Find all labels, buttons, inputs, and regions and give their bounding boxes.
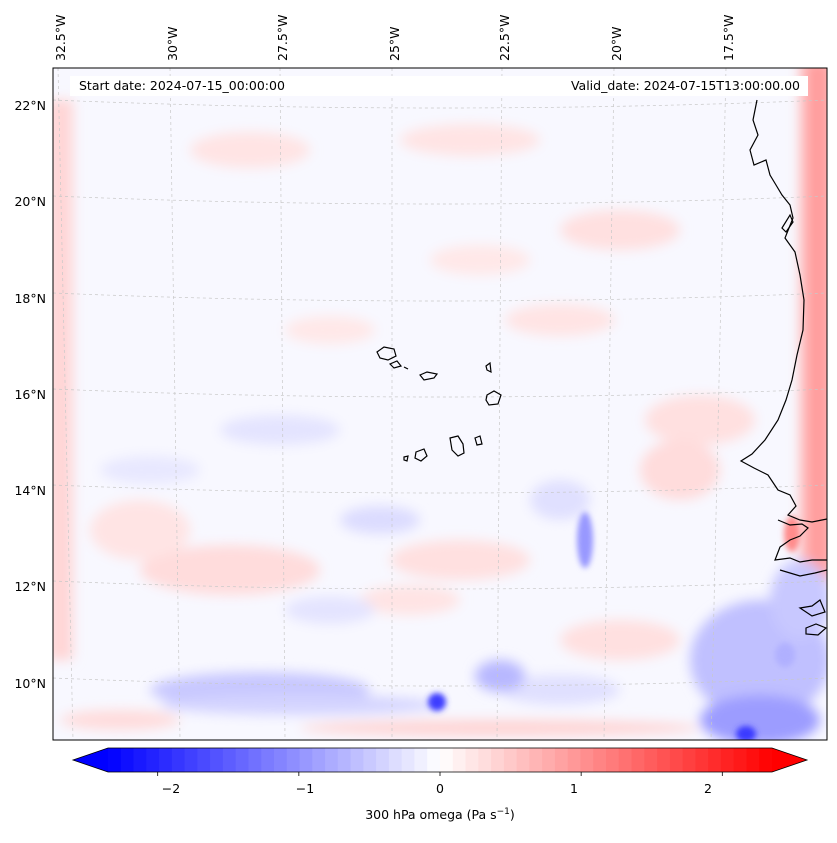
colorbar-tick-label: −1 (295, 781, 315, 796)
colorbar-outline (71, 747, 809, 773)
map-frame (52, 67, 828, 741)
longitude-label: 27.5°W (275, 14, 290, 61)
colorbar-cell (516, 748, 530, 772)
longitude-label: 32.5°W (53, 14, 68, 61)
colorbar-cell (184, 748, 198, 772)
valid-date-label: Valid_date: 2024-07-15T13:00:00.00 (570, 78, 800, 93)
colorbar-cell (593, 748, 607, 772)
latitude-label: 10°N (14, 676, 46, 691)
colorbar-cell (567, 748, 582, 772)
colorbar-cell (708, 748, 722, 772)
omega-field (53, 68, 827, 740)
colorbar-cell (682, 748, 696, 772)
colorbar-cell (695, 748, 709, 772)
colorbar-cell (299, 748, 313, 772)
latitude-gridline (53, 388, 827, 398)
colorbar-cell (440, 748, 454, 772)
colorbar-cell (350, 748, 364, 772)
longitude-label: 30°W (165, 26, 180, 61)
colorbar-cell (274, 748, 288, 772)
colorbar-cell (465, 748, 479, 772)
colorbar-cell (503, 748, 518, 772)
latitude-label: 14°N (14, 483, 46, 498)
colorbar-cell (657, 748, 671, 772)
graticule (53, 68, 827, 740)
longitude-gridline (710, 68, 727, 740)
colorbar-cell (133, 748, 147, 772)
colorbar-cell (644, 748, 658, 772)
colorbar-cell (746, 748, 760, 772)
colorbar-cell (222, 748, 237, 772)
colorbar-cell (580, 748, 594, 772)
date-header-box (70, 76, 808, 96)
colorbar-cell (363, 748, 377, 772)
colorbar-cell (542, 748, 556, 772)
start-date-label: Start date: 2024-07-15_00:00:00 (79, 78, 285, 93)
colorbar-tick-label: 1 (570, 781, 578, 796)
colorbar (71, 747, 809, 776)
colorbar-cell (337, 748, 352, 772)
colorbar-cell (427, 748, 441, 772)
longitude-gridline (169, 68, 181, 740)
colorbar-cell (491, 748, 505, 772)
longitude-label: 22.5°W (497, 14, 512, 61)
latitude-gridline (53, 580, 827, 590)
latitude-label: 12°N (14, 579, 46, 594)
colorbar-cell (631, 748, 645, 772)
longitude-label: 20°W (609, 26, 624, 61)
latitude-label: 22°N (14, 98, 46, 113)
latitude-gridline (53, 292, 827, 302)
colorbar-tick-label: 0 (436, 781, 444, 796)
latitude-gridline (53, 484, 827, 494)
colorbar-cell (286, 748, 301, 772)
colorbar-min-extension (73, 748, 108, 772)
colorbar-cell (312, 748, 326, 772)
colorbar-cell (606, 748, 620, 772)
colorbar-cell (146, 748, 160, 772)
longitude-gridline (496, 68, 503, 740)
colorbar-cell (376, 748, 390, 772)
latitude-label: 20°N (14, 194, 46, 209)
colorbar-cell (452, 748, 467, 772)
colorbar-cell (759, 748, 773, 772)
colorbar-cell (108, 748, 122, 772)
colorbar-max-extension (772, 748, 807, 772)
coastline (376, 99, 827, 636)
colorbar-cell (171, 748, 186, 772)
colorbar-cell (388, 748, 403, 772)
colorbar-cell (733, 748, 748, 772)
colorbar-cell (120, 748, 135, 772)
longitude-gridline (603, 68, 615, 740)
colorbar-cell (401, 748, 416, 772)
latitude-gridline (53, 195, 827, 205)
colorbar-cell (197, 748, 211, 772)
colorbar-cell (414, 748, 428, 772)
colorbar-cell (618, 748, 633, 772)
colorbar-tick-label: −2 (161, 781, 181, 796)
longitude-gridline (57, 68, 74, 740)
colorbar-cell (669, 748, 684, 772)
longitude-gridline (279, 68, 286, 740)
latitude-gridline (53, 99, 827, 109)
colorbar-cell (325, 748, 339, 772)
colorbar-cell (248, 748, 262, 772)
colorbar-cell (235, 748, 250, 772)
colorbar-cell (720, 748, 735, 772)
colorbar-cell (529, 748, 543, 772)
colorbar-label: 300 hPa omega (Pa s−1) (365, 807, 515, 823)
colorbar-cell (210, 748, 224, 772)
colorbar-cell (478, 748, 492, 772)
colorbar-cell (261, 748, 275, 772)
longitude-label: 25°W (387, 26, 402, 61)
latitude-label: 16°N (14, 387, 46, 402)
latitude-label: 18°N (14, 291, 46, 306)
colorbar-tick-label: 2 (704, 781, 712, 796)
longitude-label: 17.5°W (721, 14, 736, 61)
latitude-gridline (53, 677, 827, 687)
colorbar-cell (554, 748, 569, 772)
colorbar-cell (159, 748, 173, 772)
